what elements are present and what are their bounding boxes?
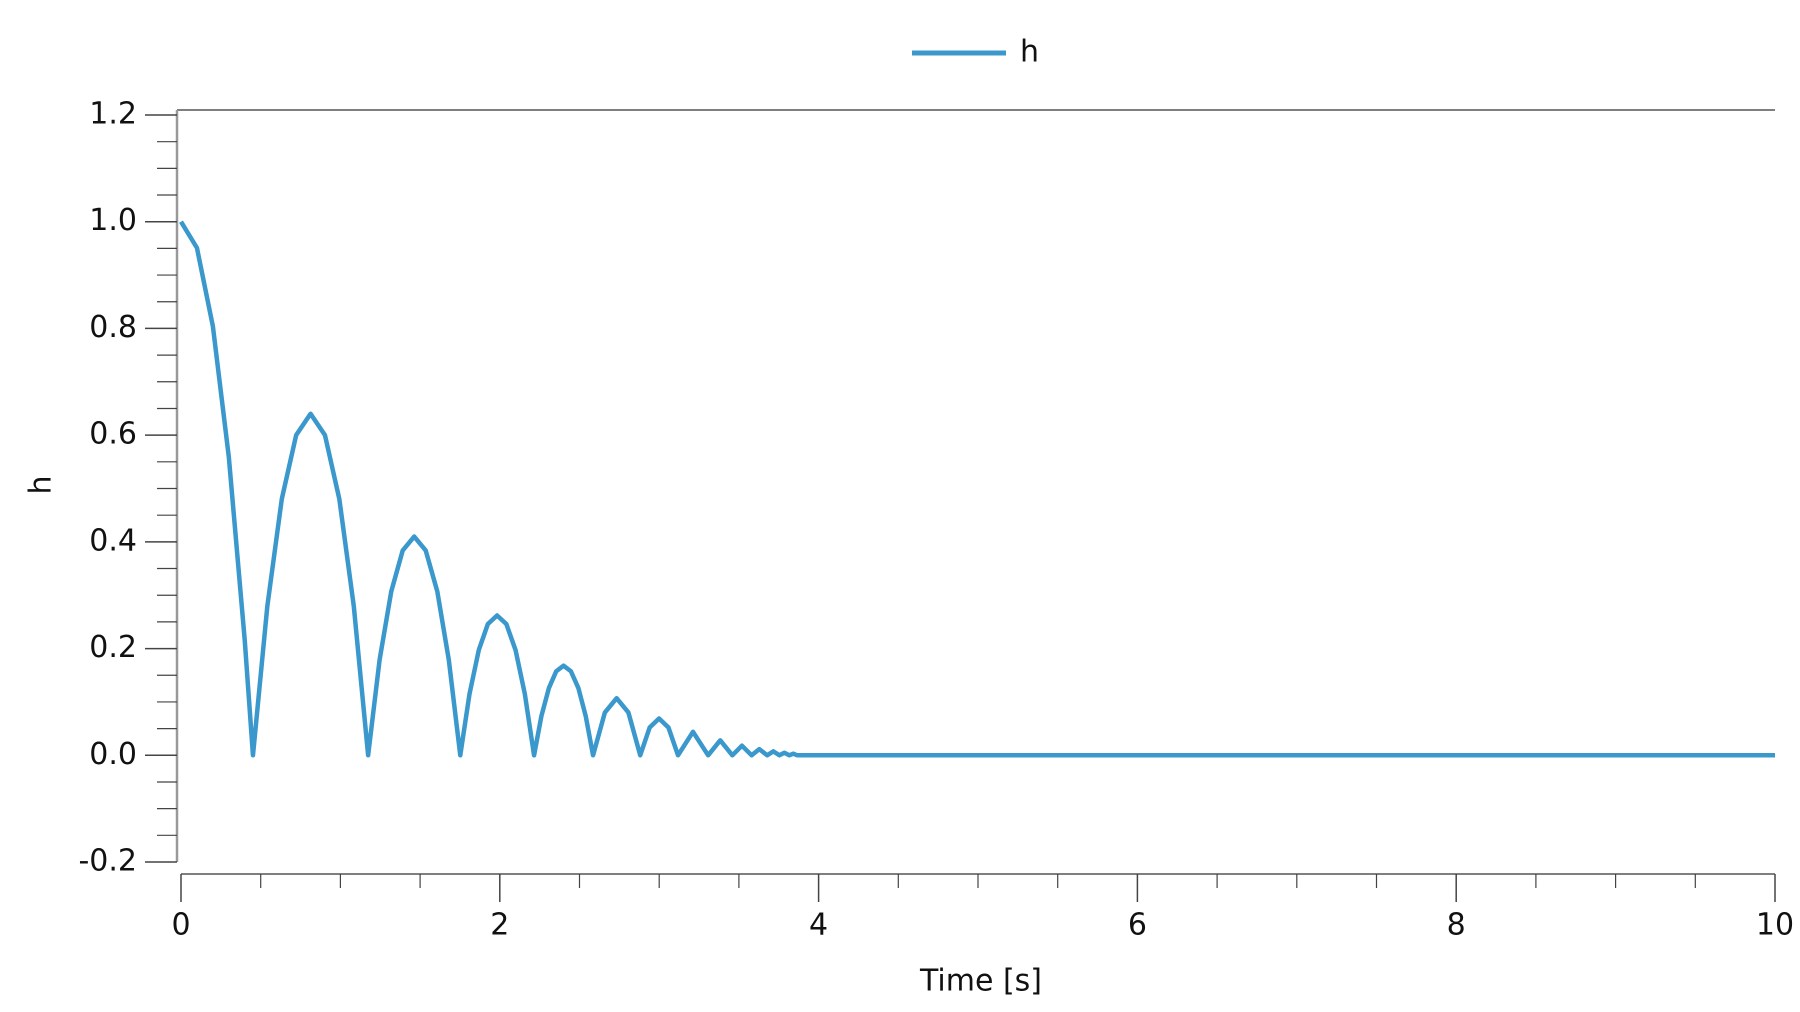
- y-tick-label: 0.6: [89, 417, 137, 452]
- x-tick-label: 4: [809, 908, 828, 943]
- x-tick-label: 0: [171, 908, 190, 943]
- y-tick-label: 1.2: [89, 97, 137, 132]
- y-tick-label: 0.2: [89, 630, 137, 665]
- y-tick-label: -0.2: [78, 844, 137, 879]
- x-tick-label: 10: [1756, 908, 1794, 943]
- x-tick-label: 8: [1447, 908, 1466, 943]
- x-axis-title: Time [s]: [919, 964, 1042, 999]
- legend-label: h: [1020, 35, 1039, 70]
- x-tick-label: 2: [490, 908, 509, 943]
- y-tick-label: 0.8: [89, 310, 137, 345]
- series-line: [179, 220, 1775, 758]
- y-axis-title: h: [24, 475, 59, 494]
- y-tick-label: 0.4: [89, 523, 137, 558]
- x-tick-label: 6: [1128, 908, 1147, 943]
- y-tick-label: 1.0: [89, 203, 137, 238]
- y-tick-label: 0.0: [89, 737, 137, 772]
